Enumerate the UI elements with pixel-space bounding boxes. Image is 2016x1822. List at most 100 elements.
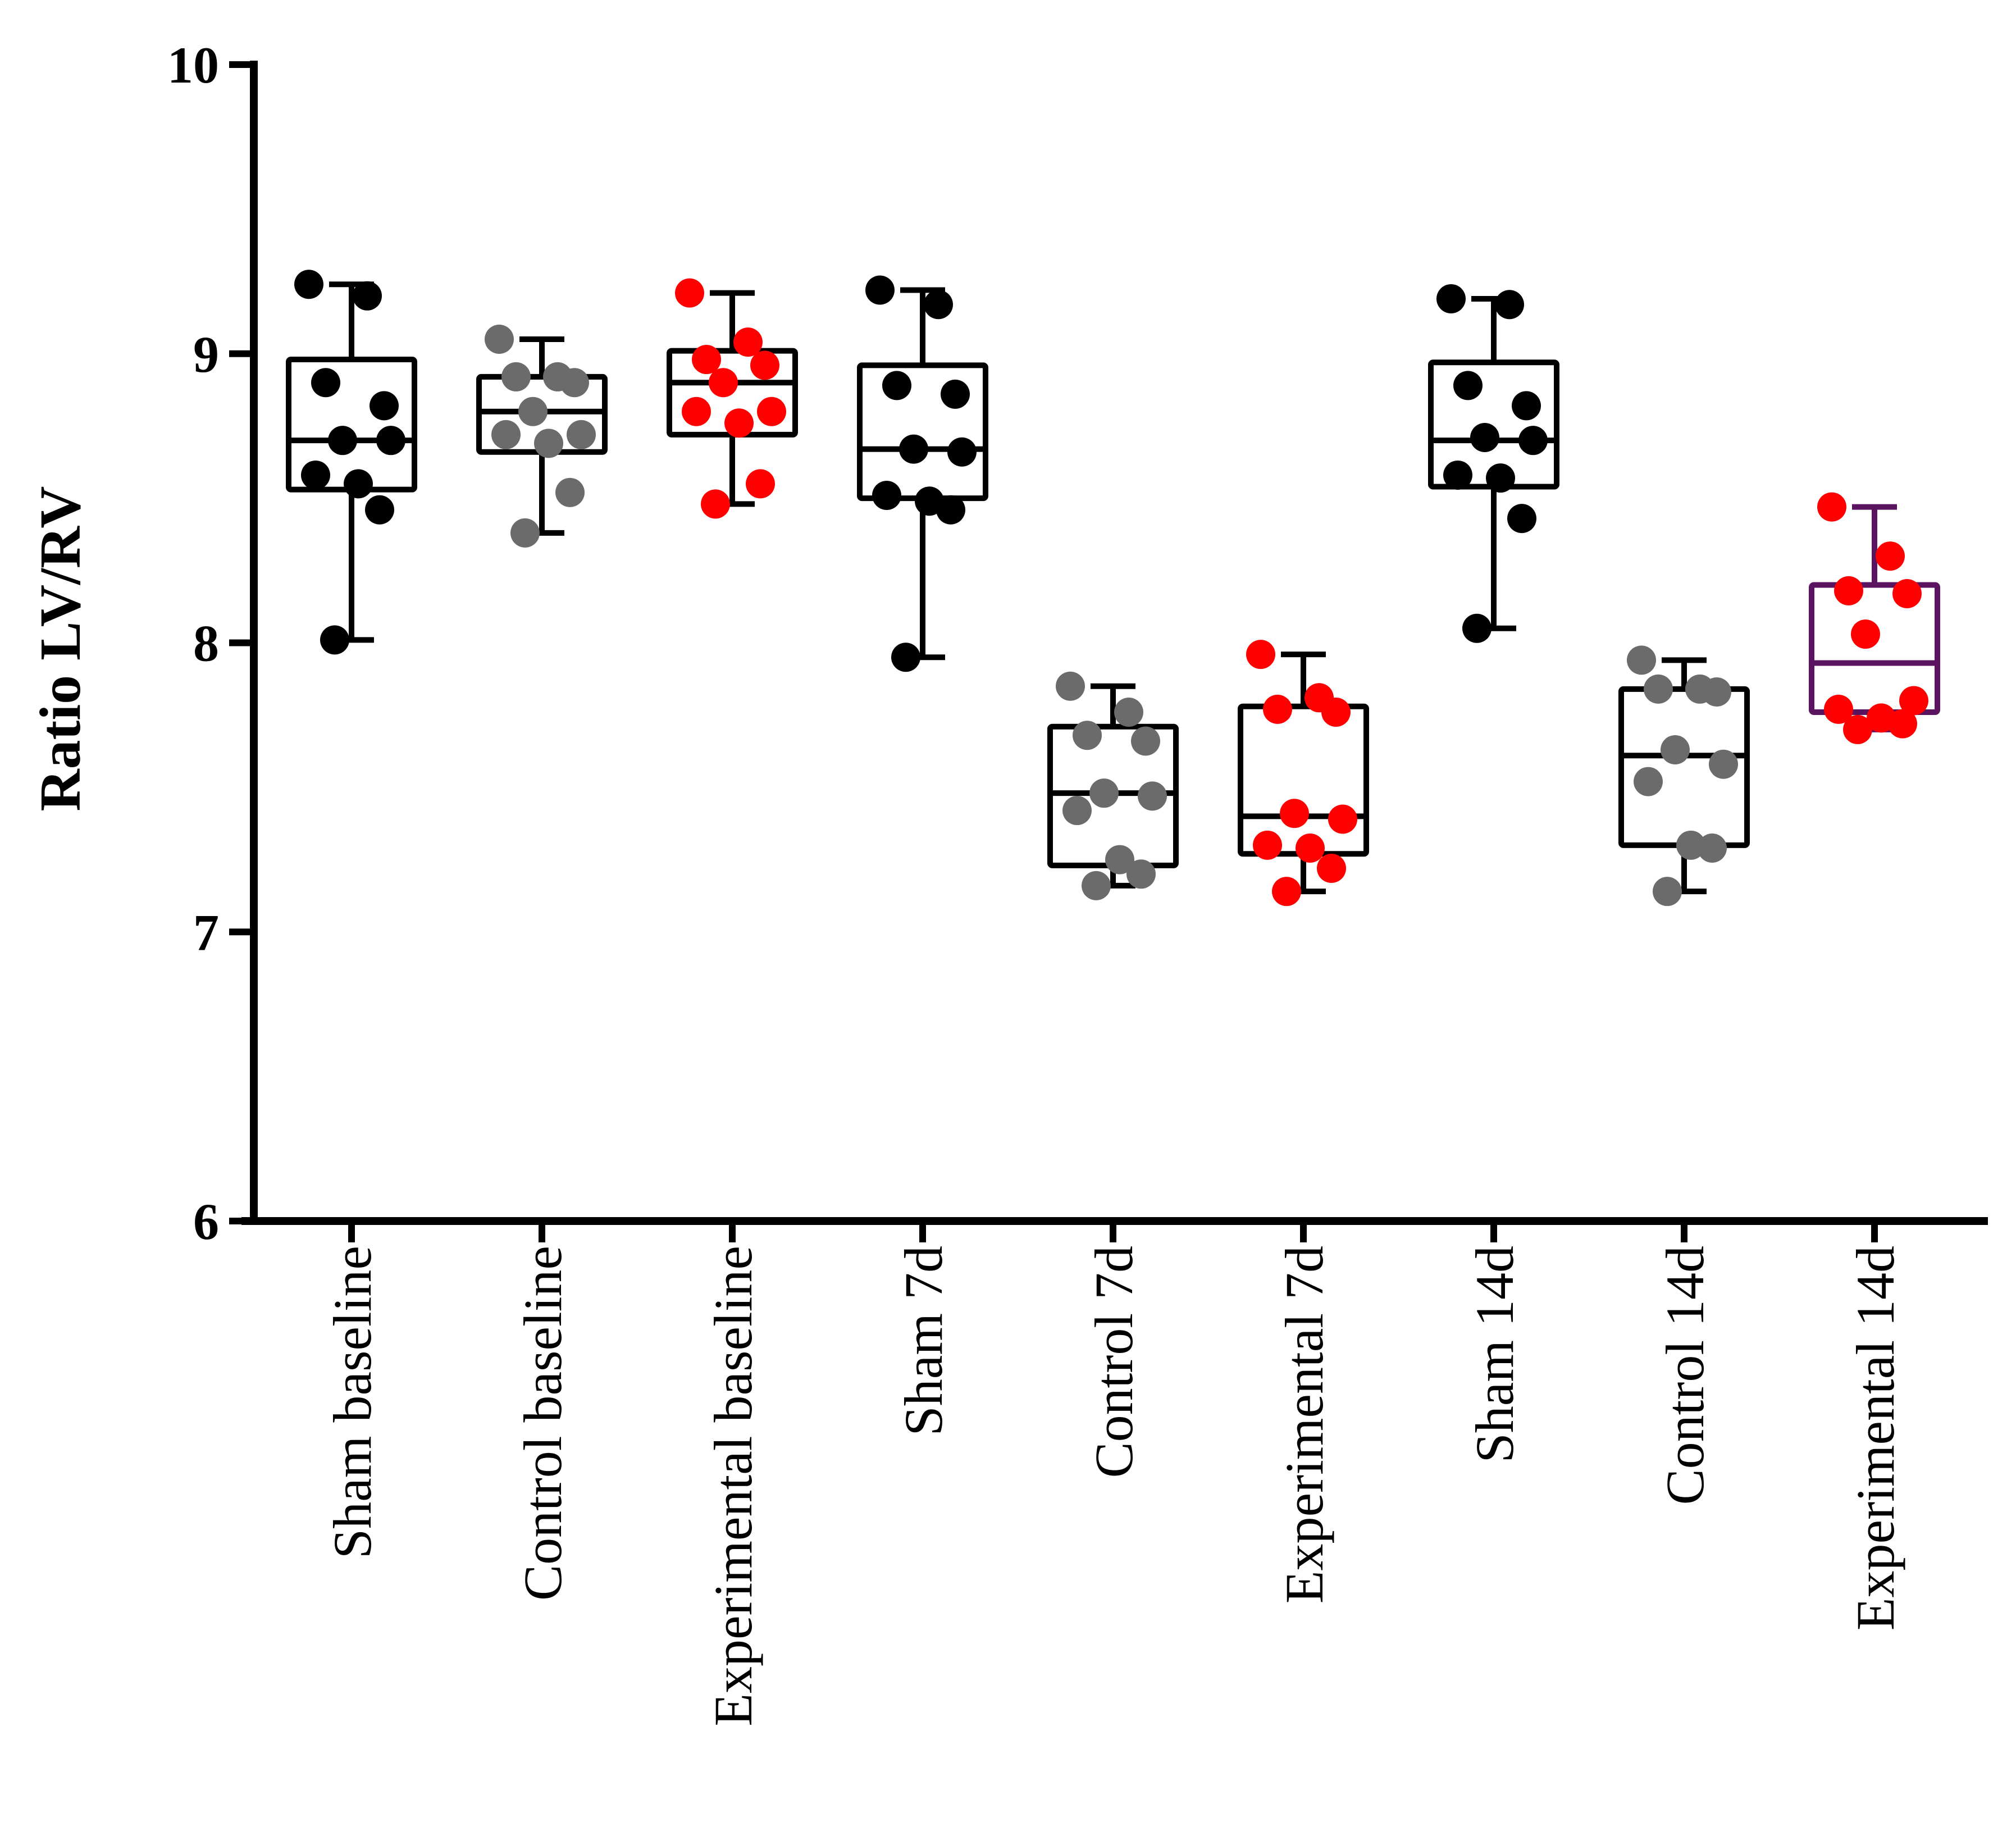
x-category-label: Sham 7d	[893, 1246, 954, 1436]
data-point	[1114, 698, 1143, 727]
data-point	[1462, 613, 1492, 643]
data-point	[1876, 541, 1905, 571]
data-point	[376, 426, 405, 456]
data-point	[370, 391, 399, 421]
data-point	[1888, 709, 1917, 739]
box-group	[476, 325, 608, 548]
x-category-label: Sham 14d	[1465, 1246, 1525, 1463]
data-point	[1495, 290, 1524, 320]
y-tick-label: 6	[193, 1193, 219, 1250]
data-point	[365, 495, 394, 525]
data-point	[1892, 579, 1922, 608]
x-category-label: Experimental 7d	[1274, 1246, 1334, 1604]
data-point	[1834, 576, 1863, 605]
y-axis-title: Ratio LV/RV	[28, 486, 93, 811]
data-point	[899, 434, 928, 464]
data-point	[1518, 426, 1548, 456]
data-point	[555, 477, 585, 507]
data-point	[1486, 463, 1515, 493]
data-point	[1653, 877, 1682, 907]
x-category-label: Experimental 14d	[1845, 1246, 1905, 1630]
data-point	[328, 426, 357, 456]
data-point	[757, 397, 786, 426]
data-point	[320, 625, 349, 655]
data-point	[1317, 854, 1346, 883]
data-point	[344, 469, 373, 499]
data-point	[1507, 504, 1536, 534]
data-point	[353, 281, 382, 311]
data-point	[1073, 721, 1102, 750]
data-point	[1328, 804, 1357, 834]
data-point	[294, 270, 323, 299]
data-point	[733, 327, 763, 357]
box-group	[1809, 492, 1940, 744]
data-point	[1272, 877, 1301, 907]
box-group	[1238, 640, 1369, 907]
box-group	[286, 270, 417, 655]
data-point	[1126, 859, 1156, 889]
data-point	[1899, 686, 1928, 716]
data-point	[1105, 845, 1134, 874]
x-category-label: Control baseline	[513, 1246, 573, 1601]
data-point	[1089, 778, 1119, 808]
data-point	[746, 469, 775, 499]
x-category-label: Control 14d	[1655, 1246, 1715, 1505]
box-group	[667, 278, 798, 519]
data-point	[1698, 833, 1727, 863]
data-point	[491, 420, 521, 449]
data-point	[510, 518, 540, 548]
data-point	[485, 325, 514, 354]
y-ticks: 6 7 8 9 10	[167, 37, 254, 1250]
data-point	[518, 397, 548, 426]
data-point	[1709, 749, 1738, 779]
plot-area	[286, 270, 1940, 907]
category-labels: Sham baseline Control baseline Experimenta…	[322, 1221, 1905, 1727]
y-tick-label: 10	[167, 37, 219, 94]
data-point	[1851, 620, 1880, 649]
data-point	[701, 489, 730, 519]
data-point	[1253, 830, 1282, 860]
data-point	[567, 420, 596, 449]
data-point	[1246, 640, 1275, 669]
data-point	[750, 350, 779, 380]
data-point	[709, 368, 738, 398]
data-point	[1702, 677, 1731, 707]
box-group	[1618, 645, 1750, 907]
data-point	[311, 368, 340, 398]
y-tick-label: 8	[193, 615, 219, 672]
data-point	[882, 371, 911, 400]
data-point	[1443, 460, 1472, 490]
x-category-label: Control 7d	[1084, 1246, 1144, 1478]
data-point	[1296, 833, 1325, 863]
axes	[241, 61, 1988, 1225]
data-point	[1676, 830, 1705, 860]
x-category-label: Experimental baseline	[703, 1246, 763, 1727]
data-point	[1634, 767, 1663, 796]
data-point	[724, 408, 754, 438]
data-point	[301, 460, 330, 490]
data-point	[941, 379, 970, 409]
data-point	[1824, 694, 1853, 724]
data-point	[947, 437, 977, 467]
box-group	[1428, 284, 1559, 643]
data-point	[675, 278, 704, 308]
data-point	[1644, 674, 1673, 704]
data-point	[1082, 871, 1111, 900]
data-point	[1453, 371, 1483, 400]
data-point	[1280, 799, 1309, 828]
x-category-label: Sham baseline	[322, 1246, 382, 1559]
data-point	[1131, 726, 1160, 756]
data-point	[534, 429, 563, 458]
data-point	[872, 480, 901, 510]
data-point	[1138, 781, 1167, 811]
box-group	[1047, 671, 1179, 900]
data-point	[891, 643, 920, 672]
data-point	[1627, 645, 1656, 675]
box-group	[857, 275, 988, 672]
data-point	[1263, 694, 1292, 724]
data-point	[682, 397, 711, 426]
y-tick-label: 7	[193, 904, 219, 961]
data-point	[1062, 796, 1092, 826]
data-point	[1512, 391, 1541, 421]
